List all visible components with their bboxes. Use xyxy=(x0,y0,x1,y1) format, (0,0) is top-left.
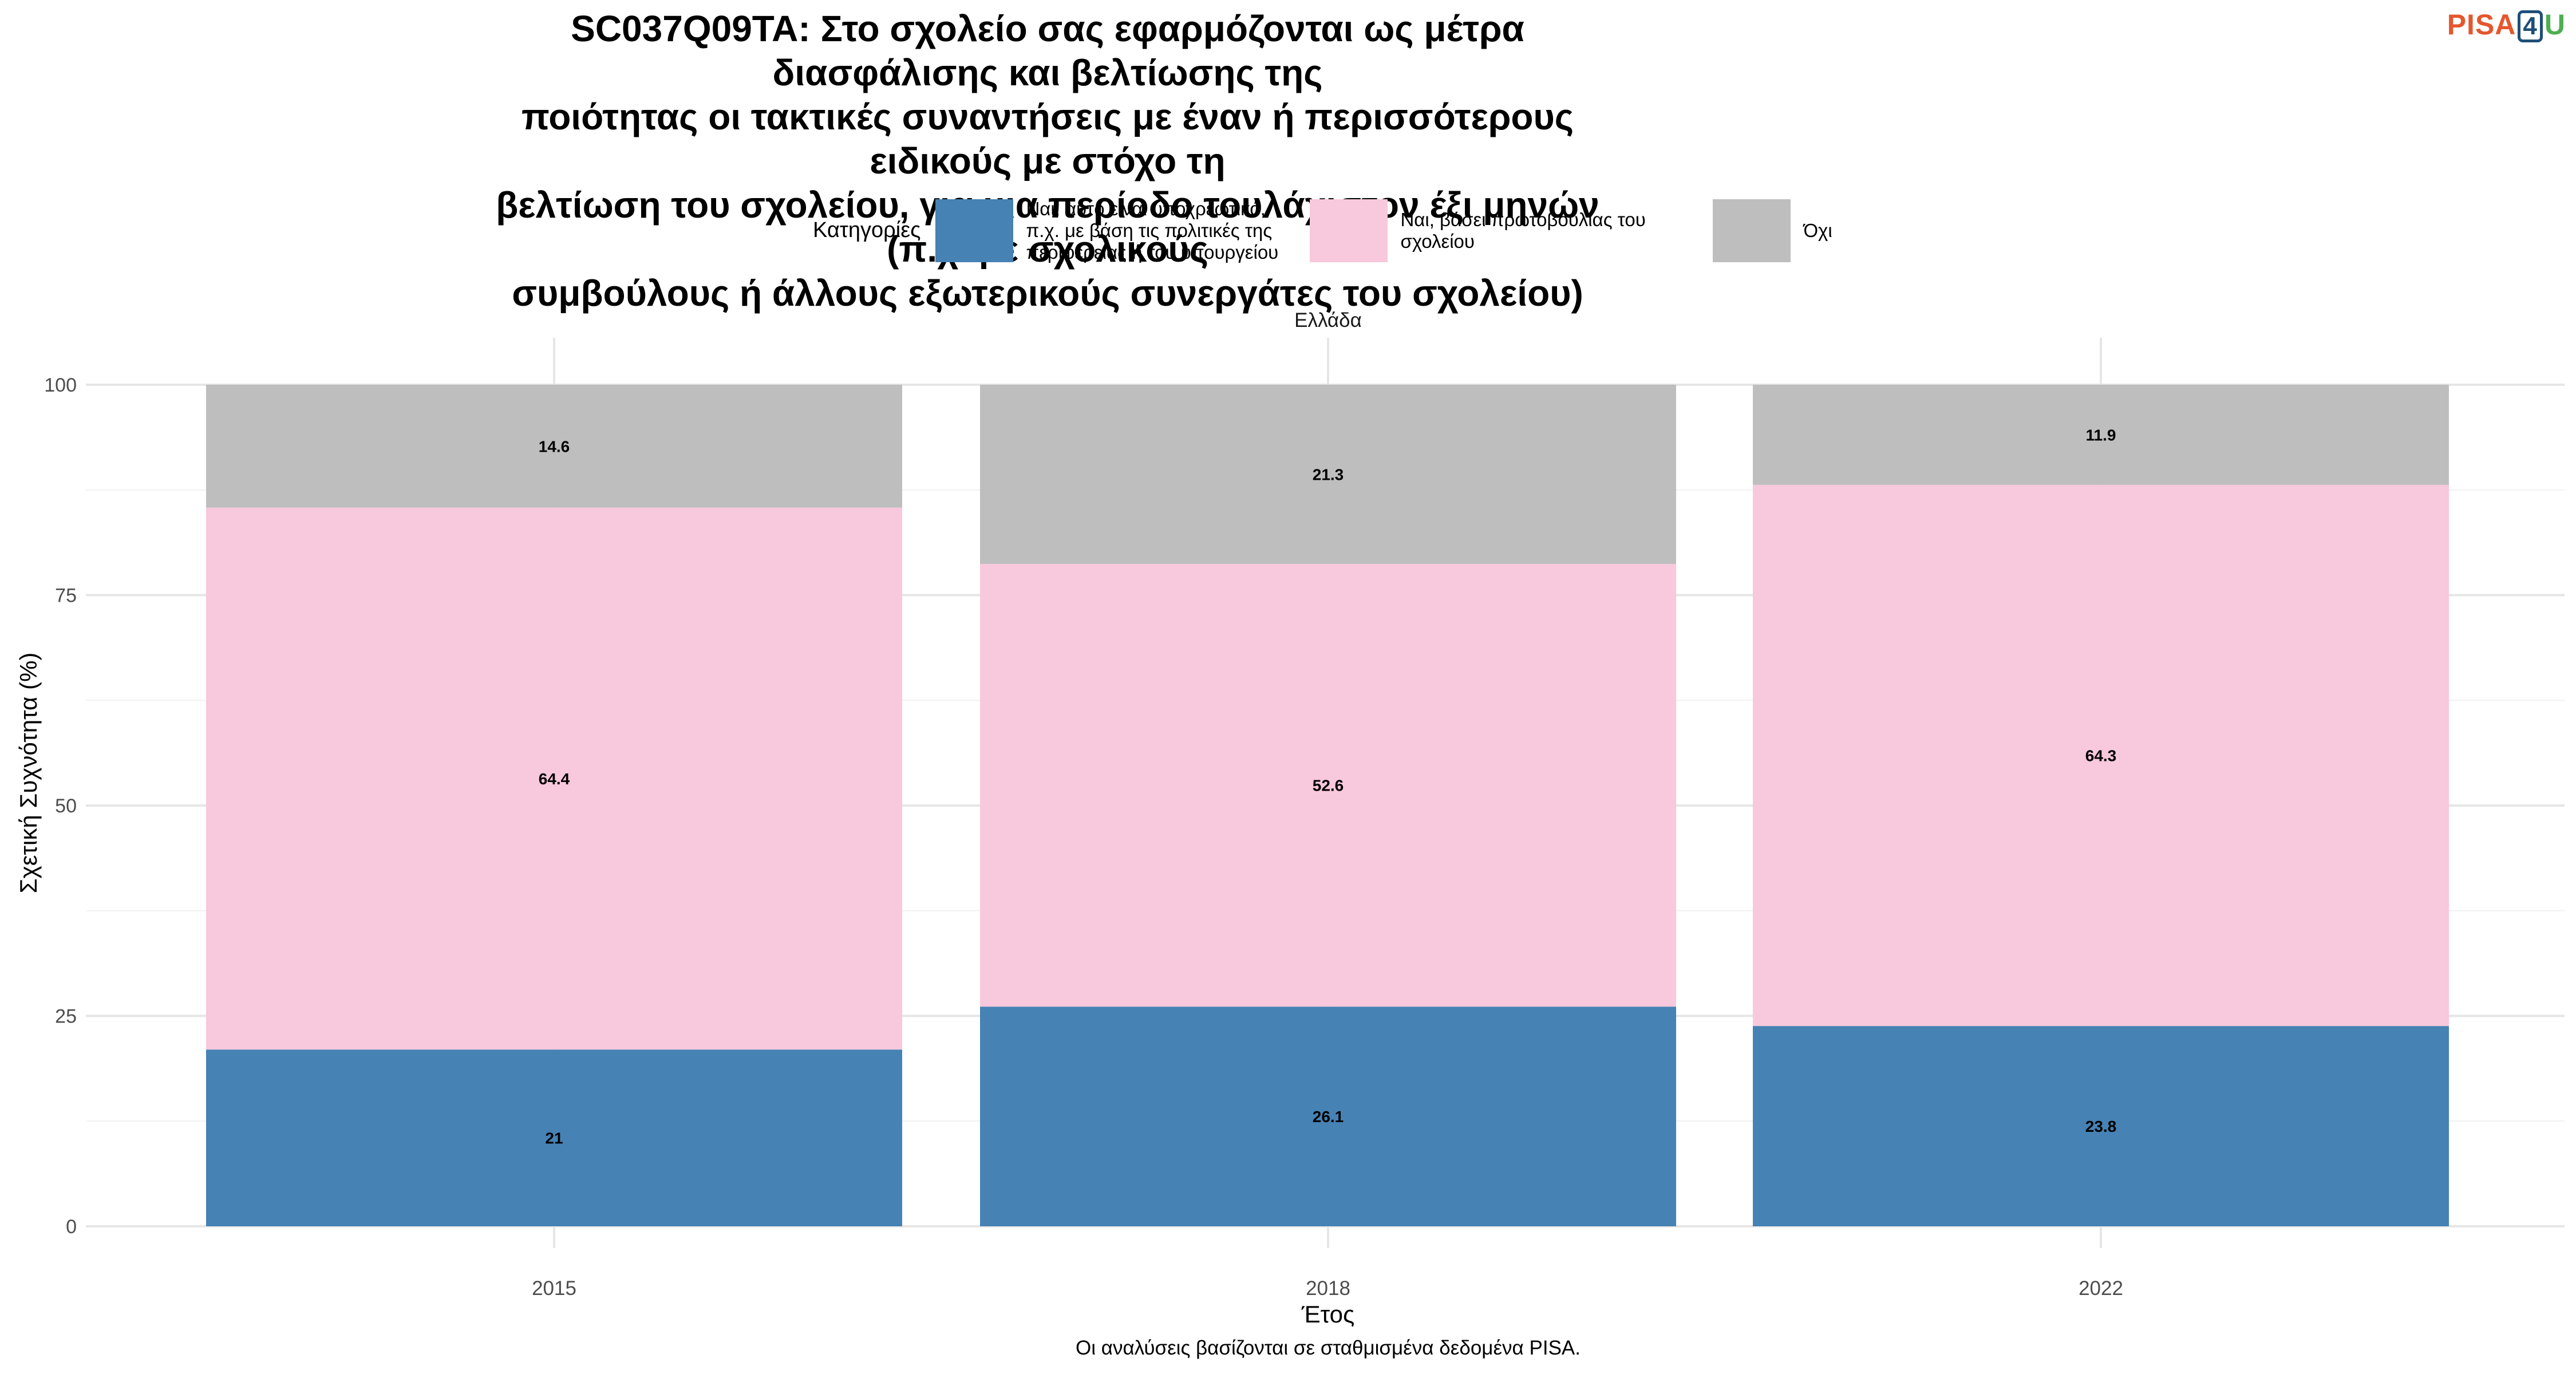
legend-item-school-initiative: Ναι, βάσει πρωτοβουλίας του σχολείου xyxy=(1310,199,1698,262)
bar-2018-series-1 xyxy=(980,1006,1676,1226)
legend-label-no: Όχι xyxy=(1803,219,1832,241)
bar-2018-series-2 xyxy=(980,564,1676,1007)
x-tick-label-2022: 2022 xyxy=(2079,1277,2123,1300)
y-tick-label: 50 xyxy=(55,795,77,817)
bar-2015-series-2 xyxy=(206,507,902,1050)
chart-title: SC037Q09TA: Στο σχολείο σας εφαρμόζονται… xyxy=(475,7,1620,315)
y-tick-labels: 0 25 50 75 100 xyxy=(44,374,77,1238)
data-label-2022-series-1: 23.8 xyxy=(2085,1118,2117,1135)
logo-part-u: U xyxy=(2544,9,2566,41)
title-line-3: βελτίωση του σχολείου, για μια περίοδο τ… xyxy=(496,184,1599,270)
caption: Οι αναλύσεις βασίζονται σε σταθμισμένα δ… xyxy=(1075,1337,1581,1359)
legend-label-school-initiative: Ναι, βάσει πρωτοβουλίας του σχολείου xyxy=(1400,208,1646,252)
x-tick-labels: 2015 2018 2022 xyxy=(532,1277,2123,1300)
legend-swatch-mandatory xyxy=(935,199,1014,262)
bar-2022-series-2 xyxy=(1753,484,2449,1026)
legend-swatch-school-initiative xyxy=(1310,199,1388,262)
data-label-2018-series-2: 52.6 xyxy=(1313,777,1344,795)
bar-2022-series-1 xyxy=(1753,1026,2449,1226)
data-labels: 21 64.4 14.6 26.1 52.6 21.3 23.8 64.3 11.9 xyxy=(539,426,2117,1147)
title-line-1: SC037Q09TA: Στο σχολείο σας εφαρμόζονται… xyxy=(571,8,1524,93)
bar-2015-series-3 xyxy=(206,385,902,508)
y-tick-label: 25 xyxy=(55,1006,77,1028)
logo-part-4: 4 xyxy=(2518,10,2543,42)
legend-swatch-no xyxy=(1713,199,1791,262)
data-label-2018-series-3: 21.3 xyxy=(1313,466,1344,484)
legend-item-no: Όχι xyxy=(1713,199,1855,262)
bar-2022-series-3 xyxy=(1753,385,2449,485)
legend-label-mandatory: Ναι, αυτό είναι υποχρεωτικό, π.χ. με βάσ… xyxy=(1026,198,1279,263)
facet-label: Ελλάδα xyxy=(1294,309,1362,331)
legend-title: Κατηγορίες xyxy=(813,218,921,242)
title-line-4: συμβούλους ή άλλους εξωτερικούς συνεργάτ… xyxy=(512,273,1583,314)
data-label-2022-series-3: 11.9 xyxy=(2086,426,2116,444)
x-axis-label: Έτος xyxy=(1301,1301,1355,1328)
pisa4u-logo: PISA 4 U xyxy=(2447,8,2566,42)
bar-2018-series-3 xyxy=(980,385,1676,564)
data-label-2015-series-3: 14.6 xyxy=(539,437,570,455)
y-tick-label: 0 xyxy=(66,1216,77,1238)
bar-2015-series-1 xyxy=(206,1049,902,1226)
legend: Κατηγορίες Ναι, αυτό είναι υποχρεωτικό, … xyxy=(813,198,1870,263)
y-axis-label: Σχετική Συχνότητα (%) xyxy=(15,652,42,894)
x-tick-label-2015: 2015 xyxy=(532,1277,576,1300)
y-tick-label: 100 xyxy=(44,374,77,396)
legend-item-mandatory: Ναι, αυτό είναι υποχρεωτικό, π.χ. με βάσ… xyxy=(935,198,1295,263)
data-label-2018-series-1: 26.1 xyxy=(1313,1108,1344,1126)
data-label-2015-series-1: 21 xyxy=(545,1130,563,1147)
title-line-2: ποιότητας οι τακτικές συναντήσεις με ένα… xyxy=(521,96,1574,181)
data-label-2015-series-2: 64.4 xyxy=(539,770,570,788)
x-tick-label-2018: 2018 xyxy=(1306,1277,1350,1300)
logo-part-pisa: PISA xyxy=(2447,9,2516,41)
data-label-2022-series-2: 64.3 xyxy=(2085,747,2117,765)
bars xyxy=(206,385,2449,1226)
y-tick-label: 75 xyxy=(55,585,77,607)
